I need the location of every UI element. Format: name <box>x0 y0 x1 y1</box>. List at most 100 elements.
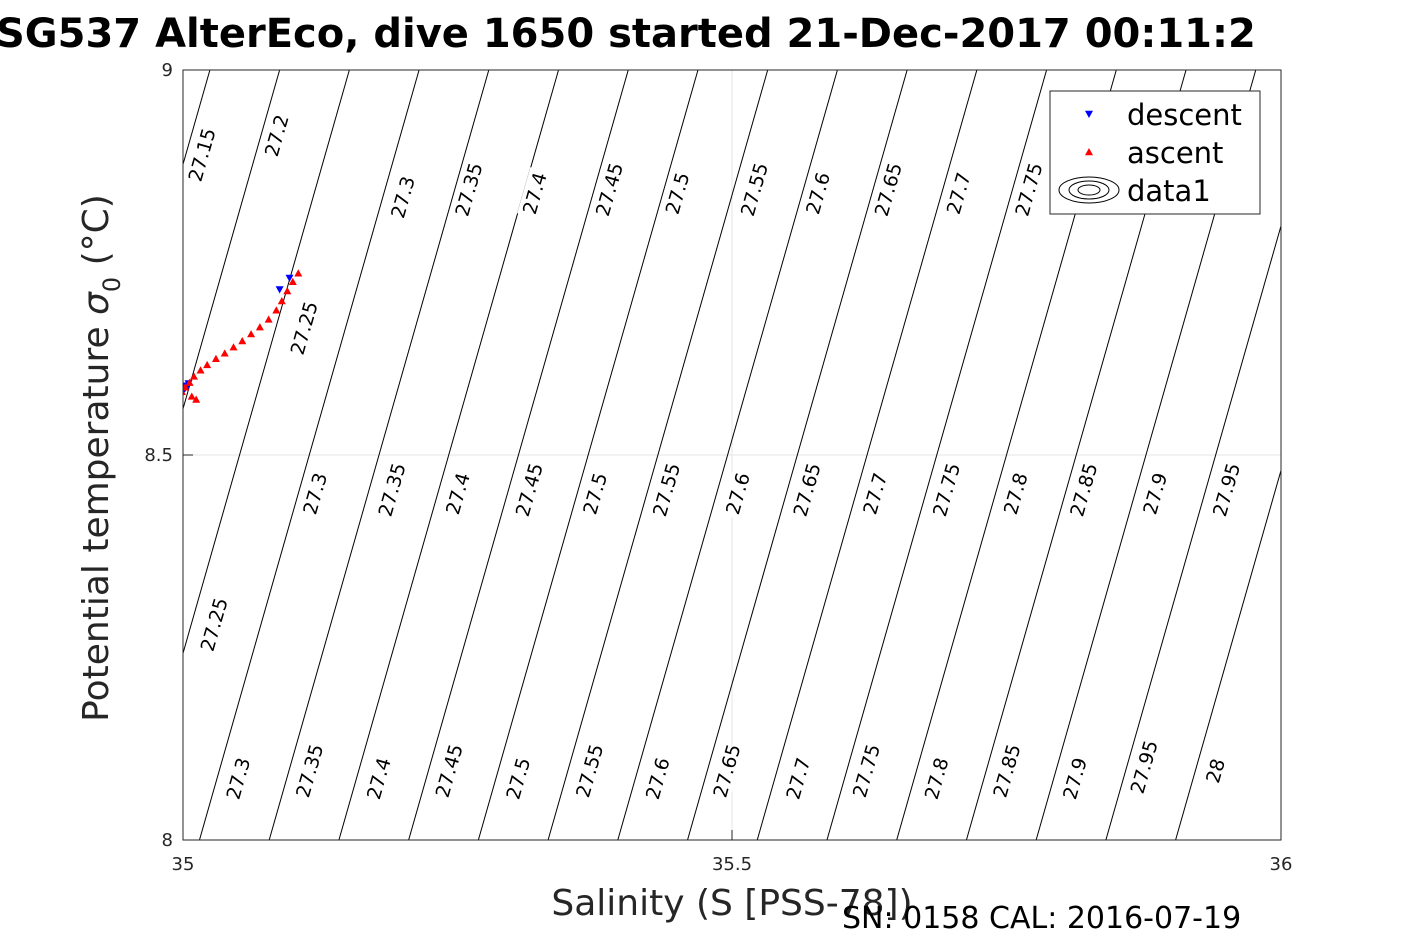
isopycnal-label-bg <box>259 109 294 162</box>
isopycnal-label-bg <box>709 744 744 797</box>
isopycnal-line <box>1175 468 1281 840</box>
isopycnal-contours <box>0 70 1281 840</box>
ascent-point <box>264 315 273 323</box>
isopycnal-label: 27.5 <box>662 170 695 217</box>
isopycnal-label-bg <box>220 752 256 805</box>
isopycnal-label: 27.3 <box>387 174 420 221</box>
ascent-point <box>255 323 264 331</box>
isopycnal-label: 27.9 <box>1059 755 1092 802</box>
isopycnal-label-bg <box>1197 744 1233 797</box>
isopycnal-label: 27.45 <box>592 160 628 218</box>
isopycnal-label: 27.8 <box>1000 470 1033 517</box>
isopycnal-label-bg <box>385 170 420 224</box>
isopycnal-label-bg <box>361 752 396 805</box>
ascent-point <box>196 366 205 374</box>
ascent-point <box>203 360 212 369</box>
isopycnal-label-bg <box>286 301 321 355</box>
isopycnal-label: 27.35 <box>375 461 411 519</box>
isopycnal-label: 27.15 <box>185 126 221 184</box>
isopycnal-label-bg <box>517 167 552 220</box>
isopycnal-line <box>0 70 70 840</box>
isopycnal-line <box>0 70 140 840</box>
ascent-point <box>229 343 238 351</box>
isopycnal-label-bg <box>941 167 976 220</box>
legend-descent-label: descent <box>1127 98 1242 132</box>
isopycnal-label: 27.7 <box>943 170 976 217</box>
isopycnal-label-bg <box>989 744 1024 797</box>
isopycnal-line <box>826 70 1048 840</box>
isopycnal-line <box>617 70 838 840</box>
legend-ascent-label: ascent <box>1127 136 1223 170</box>
chart-title: SG537 AlterEco, dive 1650 started 21-Dec… <box>0 11 1256 57</box>
isopycnal-label: 27.6 <box>642 755 675 802</box>
ascent-point <box>283 286 292 295</box>
isopycnal-label: 27.65 <box>790 461 826 519</box>
isopycnal-line <box>477 70 699 840</box>
isopycnal-label: 27.5 <box>502 755 535 802</box>
isopycnal-label: 27.65 <box>709 742 745 800</box>
isopycnal-label-bg <box>870 163 906 216</box>
isopycnal-label-bg <box>292 744 327 797</box>
isopycnal-label-bg <box>440 467 475 520</box>
isopycnal-line <box>1105 224 1281 840</box>
isopycnal-label-bg <box>789 463 824 516</box>
isopycnal-label-bg <box>184 128 219 181</box>
data-points <box>183 269 303 403</box>
isopycnal-label: 27.4 <box>363 755 396 802</box>
isopycnal-label-bg <box>780 752 816 805</box>
isopycnal-label: 27.4 <box>519 170 552 217</box>
isopycnal-label-bg <box>511 463 547 516</box>
isopycnal-label: 27.95 <box>1209 461 1245 519</box>
isopycnal-label: 27.55 <box>737 160 773 218</box>
y-tick-label: 8.5 <box>144 445 173 466</box>
isopycnal-label-bg <box>919 752 954 805</box>
y-tick-label: 9 <box>162 60 173 81</box>
ascent-point <box>211 354 220 362</box>
axis-ticks: 35 35.5 36 8 8.5 9 <box>144 60 1292 875</box>
isopycnal-label-bg <box>572 744 607 797</box>
isopycnal-label-bg <box>297 467 332 520</box>
isopycnal-line <box>268 70 490 840</box>
ascent-point <box>183 383 190 391</box>
isopycnal-label-bg <box>848 744 884 797</box>
isopycnal-label: 27.55 <box>649 461 685 519</box>
isopycnal-label: 27.7 <box>782 755 815 802</box>
isopycnal-label: 27.9 <box>1139 470 1172 517</box>
x-tick-label: 35.5 <box>712 854 752 875</box>
isopycnal-label-bg <box>500 752 536 805</box>
x-axis-label: Salinity (S [PSS-78]) <box>551 883 912 924</box>
x-tick-label: 35 <box>172 854 195 875</box>
isopycnal-label: 27.7 <box>859 470 892 517</box>
isopycnal-label-bg <box>1057 752 1092 805</box>
isopycnal-label-bg <box>591 163 627 216</box>
legend: descent ascent data1 <box>1049 90 1261 215</box>
isopycnal-label-bg <box>1208 463 1244 516</box>
isopycnal-line <box>687 70 908 840</box>
ascent-point <box>220 349 229 357</box>
isopycnal-label-bg <box>648 463 684 516</box>
isopycnal-label: 27.75 <box>929 461 965 519</box>
legend-ascent-marker <box>1085 148 1093 156</box>
isopycnal-line <box>408 70 629 840</box>
isopycnal-label: 27.3 <box>222 755 255 802</box>
serial-calibration-footer: SN: 0158 CAL: 2016-07-19 <box>842 901 1241 936</box>
isopycnal-label-bg <box>431 744 466 797</box>
descent-point <box>275 286 284 294</box>
isopycnal-label-bg <box>640 752 675 805</box>
y-axis-label: Potential temperature σ0 (°C) <box>76 194 126 722</box>
isopycnal-label: 27.55 <box>572 742 608 800</box>
isopycnal-label-bg <box>659 167 695 220</box>
isopycnal-label: 27.35 <box>292 742 328 800</box>
ascent-point <box>189 372 198 380</box>
legend-box <box>1049 90 1261 215</box>
isopycnal-label-bg <box>800 167 835 220</box>
isopycnal-label-bg <box>998 467 1033 520</box>
isopycnal-label-bg <box>857 467 892 520</box>
x-tick-label: 36 <box>1270 854 1293 875</box>
isopycnal-label-bg <box>1126 740 1161 793</box>
isopycnal-label-bg <box>374 463 409 516</box>
isopycnal-label: 27.25 <box>287 299 323 357</box>
isopycnal-label-bg <box>1066 463 1101 516</box>
ascent-point <box>187 392 196 400</box>
